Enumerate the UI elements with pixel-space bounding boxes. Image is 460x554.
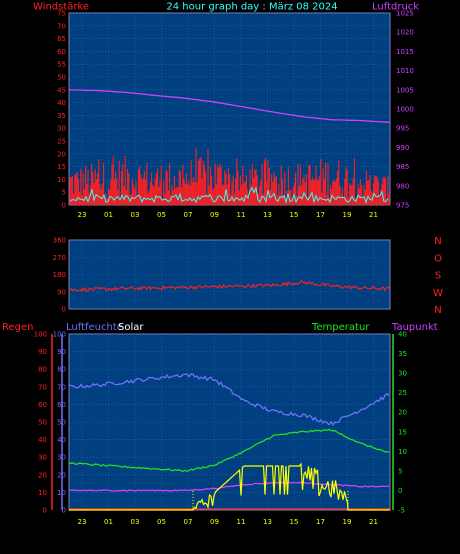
temperature-tick-label: 0 — [398, 487, 402, 495]
pressure-tick-label: 1015 — [396, 48, 414, 56]
compass-label: N — [434, 236, 441, 247]
wind-tick-label: 35 — [57, 112, 66, 120]
wind-tick-label: 15 — [57, 163, 66, 171]
rain-tick-label: 90 — [38, 348, 47, 356]
temperature-tick-label: 15 — [398, 428, 407, 436]
hour-tick-label: 17 — [316, 518, 325, 526]
hour-tick-label: 19 — [343, 211, 352, 219]
pressure-tick-label: 975 — [396, 202, 409, 210]
humidity-tick-label: 100 — [53, 331, 66, 339]
direction-tick-label: 90 — [57, 288, 66, 296]
rain-tick-label: 10 — [38, 489, 47, 497]
rain-tick-label: 20 — [38, 471, 47, 479]
wind-tick-label: 45 — [57, 86, 66, 94]
compass-label: W — [433, 288, 443, 299]
gust-series — [69, 186, 389, 205]
wind-tick-label: 40 — [57, 99, 66, 107]
wind-tick-label: 70 — [57, 22, 66, 30]
pressure-tick-label: 1000 — [396, 106, 414, 114]
direction-tick-label: 180 — [53, 271, 66, 279]
pressure-series — [68, 89, 391, 124]
temperature-series — [68, 428, 390, 472]
hour-tick-label: 05 — [157, 518, 166, 526]
pressure-tick-label: 990 — [396, 144, 409, 152]
temperature-tick-label: 25 — [398, 389, 407, 397]
temperature-tick-label: 10 — [398, 448, 407, 456]
temperature-tick-label: 20 — [398, 409, 407, 417]
rain-tick-label: 100 — [34, 331, 47, 339]
pressure-tick-label: 1020 — [396, 29, 414, 37]
rain-tick-label: 40 — [38, 436, 47, 444]
hour-tick-label: 23 — [78, 518, 87, 526]
wind-tick-label: 10 — [57, 176, 66, 184]
wind-tick-label: 65 — [57, 35, 66, 43]
pressure-tick-label: 995 — [396, 125, 409, 133]
wind-tick-label: 75 — [57, 10, 66, 18]
humidity-axis-label: Luftfeuchte — [66, 322, 123, 333]
hour-tick-label: 13 — [263, 518, 272, 526]
hour-tick-label: 07 — [184, 518, 193, 526]
hour-tick-label: 11 — [237, 211, 246, 219]
hour-tick-label: 15 — [290, 211, 299, 219]
direction-tick-label: 270 — [53, 254, 66, 262]
hour-tick-label: 09 — [210, 518, 219, 526]
direction-tick-label: 0 — [62, 306, 66, 314]
direction-tick-label: 360 — [53, 237, 66, 245]
temperature-tick-label: 30 — [398, 370, 407, 378]
humidity-series — [68, 373, 390, 427]
hour-tick-label: 13 — [263, 211, 272, 219]
temperature-axis-label: Temperatur — [311, 322, 370, 333]
temperature-tick-label: 35 — [398, 350, 407, 358]
temperature-tick-label: 5 — [398, 467, 402, 475]
pressure-tick-label: 1005 — [396, 86, 414, 94]
rain-axis-label: Regen — [2, 322, 34, 333]
rain-tick-label: 50 — [38, 419, 47, 427]
hour-tick-label: 07 — [184, 211, 193, 219]
rain-tick-label: 30 — [38, 454, 47, 462]
pressure-tick-label: 1010 — [396, 67, 414, 75]
rain-tick-label: 80 — [38, 366, 47, 374]
solar-axis-label: Solar — [118, 322, 144, 333]
pressure-tick-label: 1025 — [396, 10, 414, 18]
hour-tick-label: 01 — [104, 211, 113, 219]
temperature-tick-label: -5 — [398, 507, 405, 515]
wind-tick-label: 25 — [57, 138, 66, 146]
chart-title: 24 hour graph day : März 08 2024 — [166, 2, 337, 13]
hour-tick-label: 03 — [131, 211, 140, 219]
hour-tick-label: 21 — [369, 518, 378, 526]
hour-tick-label: 09 — [210, 211, 219, 219]
rain-tick-label: 70 — [38, 383, 47, 391]
hour-tick-label: 21 — [369, 211, 378, 219]
wind-tick-label: 5 — [62, 189, 66, 197]
hour-tick-label: 23 — [78, 211, 87, 219]
wind-tick-label: 60 — [57, 48, 66, 56]
wind-tick-label: 20 — [57, 150, 66, 158]
wind-axis-label: Windstärke — [33, 2, 89, 13]
wind-tick-label: 55 — [57, 61, 66, 69]
solar-series — [69, 462, 390, 511]
hour-tick-label: 03 — [131, 518, 140, 526]
humidity-tick-label: 0 — [62, 507, 66, 515]
rain-tick-label: 60 — [38, 401, 47, 409]
rain-tick-label: 0 — [43, 507, 47, 515]
hour-tick-label: 15 — [290, 518, 299, 526]
hour-tick-label: 05 — [157, 211, 166, 219]
wind-tick-label: 0 — [62, 202, 66, 210]
hour-tick-label: 19 — [343, 518, 352, 526]
pressure-tick-label: 980 — [396, 182, 409, 190]
hour-tick-label: 11 — [237, 518, 246, 526]
hour-tick-label: 01 — [104, 518, 113, 526]
compass-label: N — [434, 305, 441, 316]
wind-tick-label: 30 — [57, 125, 66, 133]
pressure-axis-label: Luftdruck — [372, 2, 419, 13]
compass-label: O — [434, 253, 442, 264]
wind-tick-label: 50 — [57, 74, 66, 82]
dewpoint-axis-label: Taupunkt — [391, 322, 438, 333]
hour-tick-label: 17 — [316, 211, 325, 219]
temperature-tick-label: 40 — [398, 331, 407, 339]
compass-label: S — [435, 271, 441, 282]
wind-direction-series — [69, 280, 391, 292]
pressure-tick-label: 985 — [396, 163, 409, 171]
